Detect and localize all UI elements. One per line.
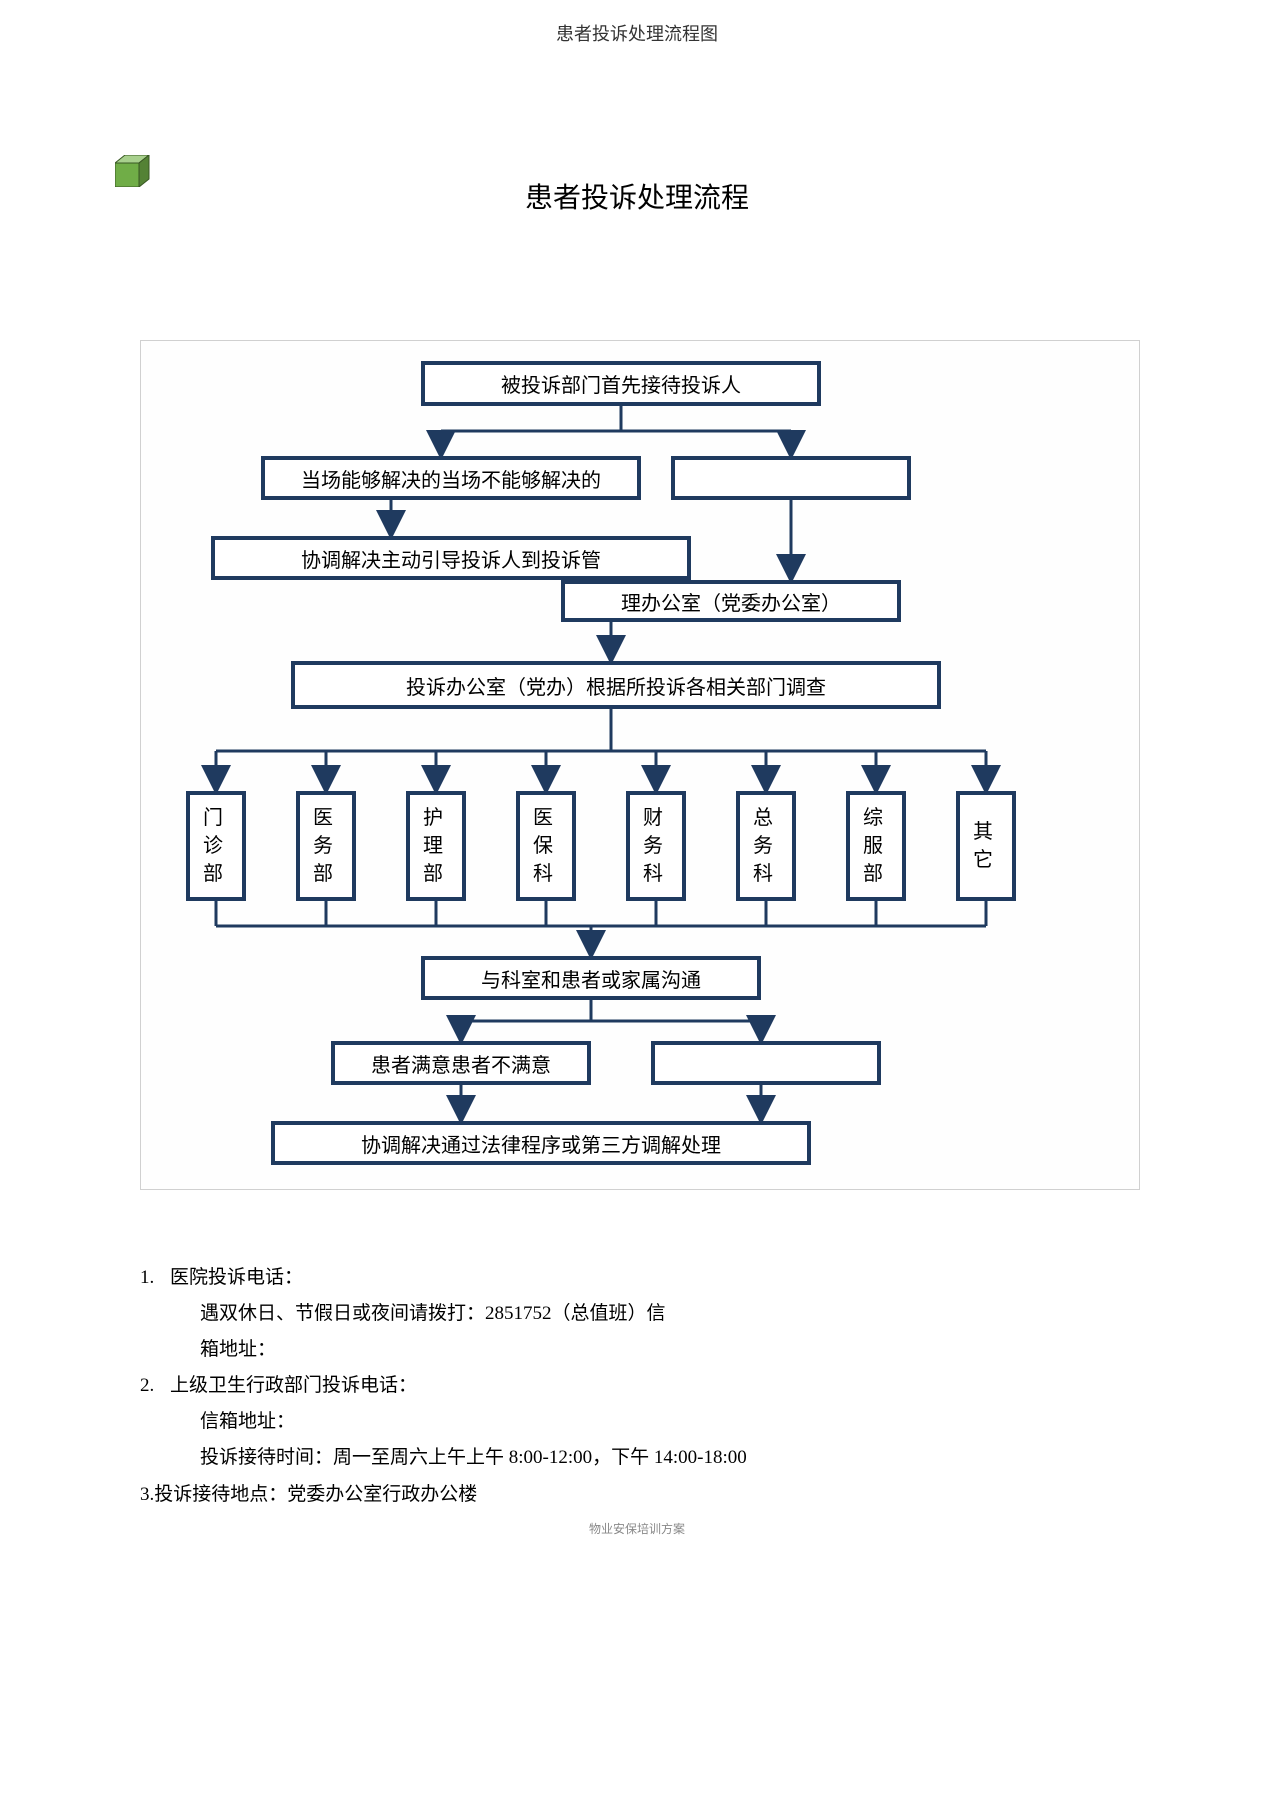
info-1-line2: 箱地址： <box>140 1332 1140 1368</box>
flow-node-n1: 被投诉部门首先接待投诉人 <box>421 361 821 406</box>
info-item-2: 2.上级卫生行政部门投诉电话： <box>140 1368 1140 1404</box>
flow-node-n7: 患者满意患者不满意 <box>331 1041 591 1085</box>
info-1-title: 医院投诉电话： <box>170 1267 303 1288</box>
flow-node-n8 <box>651 1041 881 1085</box>
footer-text: 物业安保培训方案 <box>0 1520 1274 1537</box>
info-list: 1.医院投诉电话： 遇双休日、节假日或夜间请拨打：2851752（总值班）信 箱… <box>140 1260 1140 1513</box>
dept-box-4: 财务科 <box>626 791 686 901</box>
info-item-1: 1.医院投诉电话： <box>140 1260 1140 1296</box>
info-item-3: 3.投诉接待地点：党委办公室行政办公楼 <box>140 1477 1140 1513</box>
dept-box-6: 综服部 <box>846 791 906 901</box>
info-1-line: 遇双休日、节假日或夜间请拨打：2851752（总值班）信 <box>140 1296 1140 1332</box>
info-2-line: 信箱地址： <box>140 1404 1140 1440</box>
cube-icon <box>115 155 151 187</box>
flow-node-n5: 投诉办公室（党办）根据所投诉各相关部门调查 <box>291 661 941 709</box>
flowchart-container: 被投诉部门首先接待投诉人当场能够解决的当场不能够解决的协调解决主动引导投诉人到投… <box>140 340 1140 1190</box>
info-2-title: 上级卫生行政部门投诉电话： <box>170 1375 417 1396</box>
dept-box-1: 医务部 <box>296 791 356 901</box>
dept-box-5: 总务科 <box>736 791 796 901</box>
flow-node-n4b: 理办公室（党委办公室） <box>561 580 901 622</box>
page-header: 患者投诉处理流程图 <box>0 0 1274 46</box>
main-title: 患者投诉处理流程 <box>0 176 1274 216</box>
flow-node-n9: 协调解决通过法律程序或第三方调解处理 <box>271 1121 811 1165</box>
flow-node-n3 <box>671 456 911 500</box>
flow-node-n2: 当场能够解决的当场不能够解决的 <box>261 456 641 500</box>
dept-box-0: 门诊部 <box>186 791 246 901</box>
dept-box-2: 护理部 <box>406 791 466 901</box>
info-2-line2: 投诉接待时间：周一至周六上午上午 8:00-12:00，下午 14:00-18:… <box>140 1440 1140 1476</box>
dept-box-3: 医保科 <box>516 791 576 901</box>
dept-box-7: 其它 <box>956 791 1016 901</box>
flow-node-n6: 与科室和患者或家属沟通 <box>421 956 761 1000</box>
flow-node-n4: 协调解决主动引导投诉人到投诉管 <box>211 536 691 580</box>
